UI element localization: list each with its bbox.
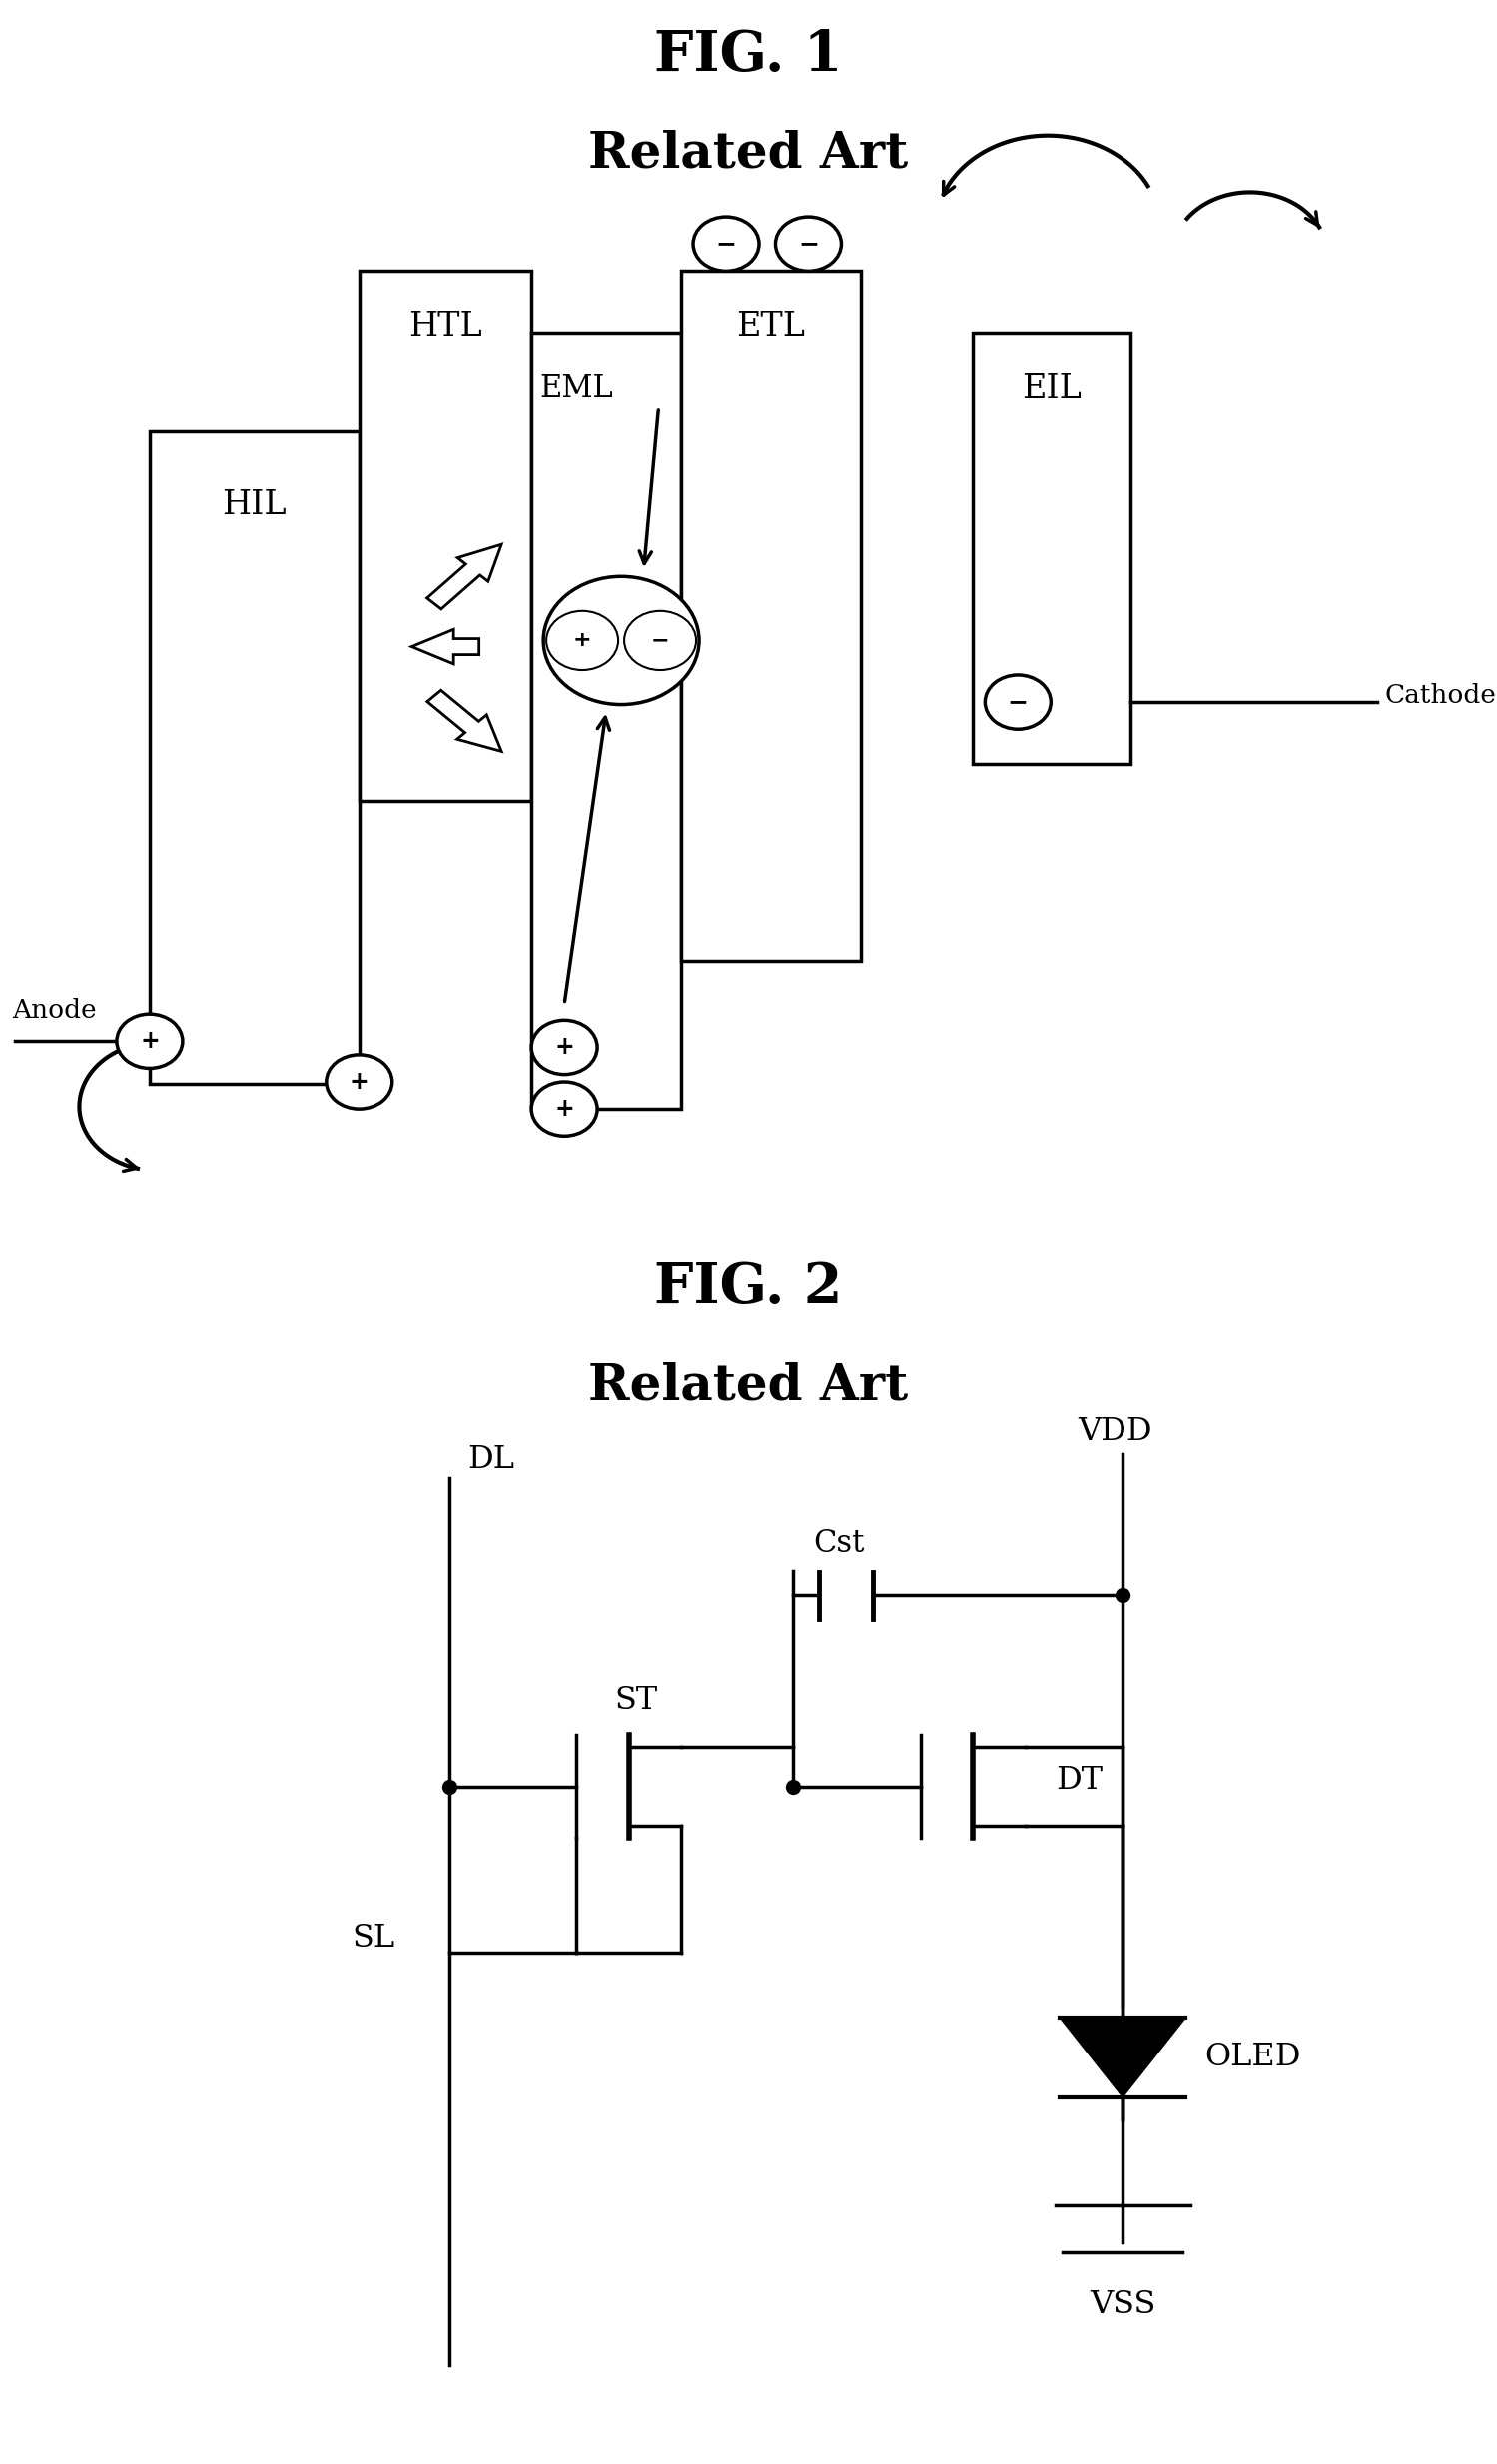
Circle shape [546,611,618,670]
Text: −: − [651,631,669,650]
Text: +: + [554,1096,575,1121]
Text: HTL: HTL [409,310,482,342]
FancyArrow shape [427,690,501,752]
Text: +: + [554,1035,575,1060]
Text: EML: EML [539,372,614,404]
Text: EIL: EIL [1022,372,1081,404]
Circle shape [531,1082,597,1136]
Text: OLED: OLED [1205,2043,1301,2072]
Circle shape [985,675,1051,729]
Text: VSS: VSS [1090,2289,1156,2321]
Bar [359,271,531,801]
Text: DT: DT [1055,1764,1102,1796]
Text: +: + [139,1030,160,1052]
Circle shape [117,1015,183,1069]
Bar [973,333,1130,764]
Text: −: − [716,232,737,256]
Text: +: + [573,631,591,650]
Text: Cst: Cst [813,1528,864,1560]
Bar [531,333,681,1109]
Circle shape [624,611,696,670]
Text: −: − [1007,690,1028,715]
Circle shape [693,217,759,271]
Text: ST: ST [615,1685,657,1715]
Text: FIG. 2: FIG. 2 [654,1259,843,1316]
Circle shape [775,217,841,271]
FancyArrow shape [412,628,479,663]
Text: Related Art: Related Art [588,131,909,177]
Text: SL: SL [352,1922,395,1954]
FancyArrow shape [427,545,501,609]
Circle shape [531,1020,597,1074]
Text: ETL: ETL [737,310,805,342]
Circle shape [543,577,699,705]
Text: +: + [349,1069,370,1094]
Bar [150,431,359,1084]
Bar [681,271,861,961]
Polygon shape [1060,2018,1186,2097]
Circle shape [326,1055,392,1109]
Text: VDD: VDD [1078,1417,1153,1446]
Text: Cathode: Cathode [1385,683,1497,710]
Text: Anode: Anode [12,998,96,1023]
Text: HIL: HIL [222,490,287,520]
Text: Related Art: Related Art [588,1363,909,1409]
Text: −: − [798,232,819,256]
Text: FIG. 1: FIG. 1 [654,27,843,84]
Text: DL: DL [467,1444,513,1476]
